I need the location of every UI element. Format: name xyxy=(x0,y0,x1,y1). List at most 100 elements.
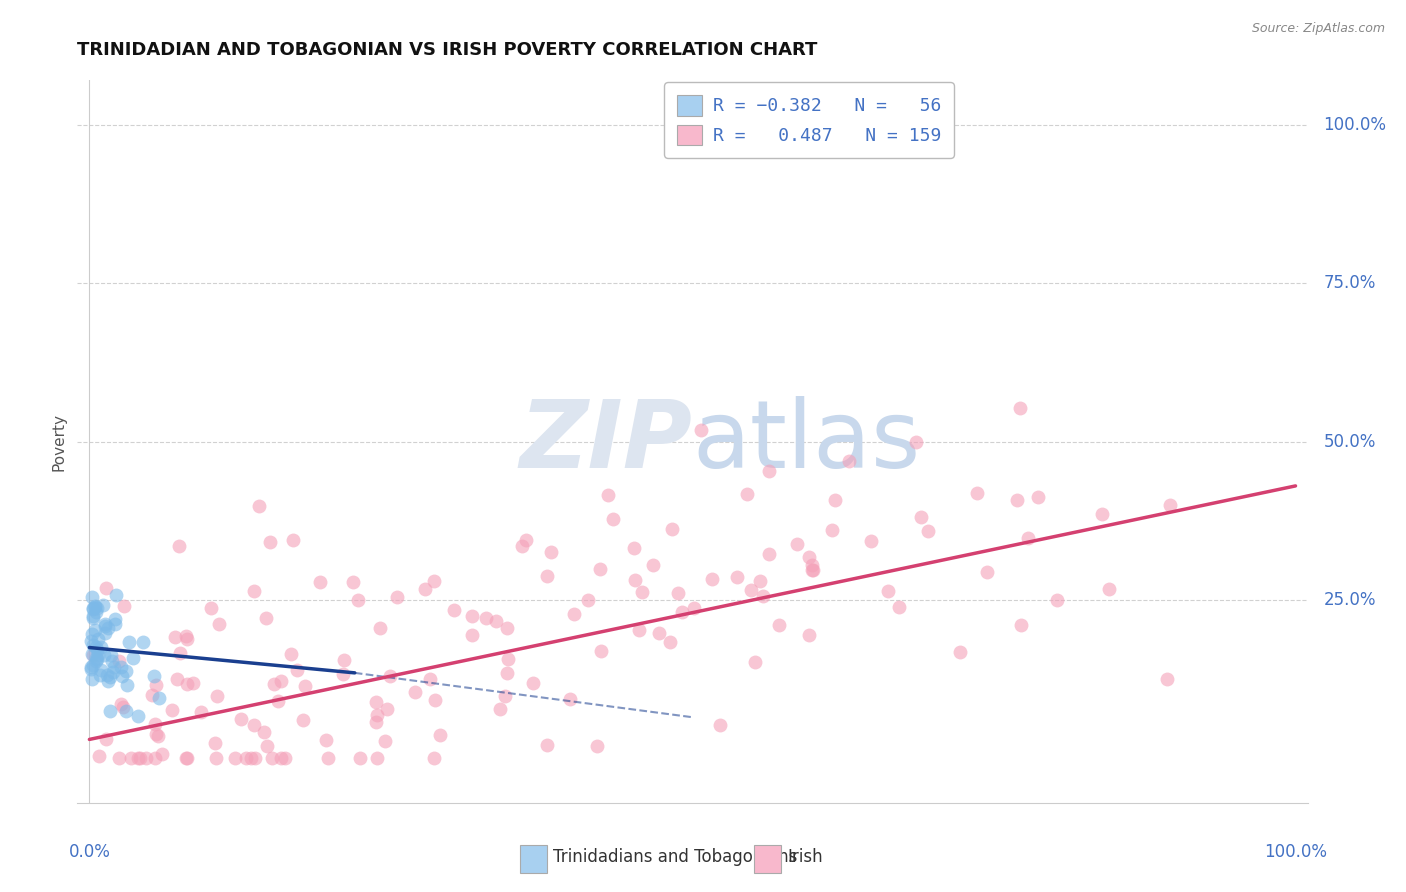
Point xyxy=(801,558,824,572)
Point xyxy=(208,616,231,631)
Point xyxy=(110,660,132,674)
Point xyxy=(1017,531,1039,545)
Point xyxy=(86,643,108,657)
Point xyxy=(145,727,167,741)
Point xyxy=(117,678,139,692)
Point xyxy=(101,654,124,668)
Point xyxy=(740,582,762,597)
Point xyxy=(596,488,619,502)
Text: Trinidadians and Tobagonians: Trinidadians and Tobagonians xyxy=(554,848,797,866)
Point xyxy=(105,588,128,602)
Point xyxy=(205,751,228,765)
Point xyxy=(510,539,533,553)
Point xyxy=(413,582,436,597)
Text: atlas: atlas xyxy=(693,395,921,488)
Point xyxy=(315,733,337,747)
Point xyxy=(429,728,451,742)
Point xyxy=(87,648,110,662)
Point xyxy=(86,651,108,665)
Point xyxy=(145,678,167,692)
Point xyxy=(145,717,167,731)
Point xyxy=(97,674,120,689)
Point xyxy=(108,654,131,668)
Point xyxy=(259,535,281,549)
Point xyxy=(90,663,112,677)
Point xyxy=(94,619,117,633)
Text: 75.0%: 75.0% xyxy=(1323,274,1376,292)
Point xyxy=(243,718,266,732)
Point xyxy=(905,434,928,449)
Point xyxy=(485,615,508,629)
Point xyxy=(207,689,229,703)
Point xyxy=(1010,401,1032,416)
Point xyxy=(494,689,516,703)
Point xyxy=(166,673,188,687)
Point xyxy=(586,739,609,754)
Point xyxy=(364,695,387,709)
Point xyxy=(96,731,118,746)
Point xyxy=(83,599,105,614)
Point xyxy=(84,650,107,665)
Point xyxy=(419,672,441,686)
Point xyxy=(347,593,370,607)
Point xyxy=(267,694,290,708)
Point xyxy=(910,510,932,524)
Point xyxy=(1046,593,1069,607)
Point xyxy=(589,644,612,658)
Point xyxy=(110,668,132,682)
Point xyxy=(658,634,681,648)
Point xyxy=(148,691,170,706)
Point xyxy=(94,616,117,631)
Point xyxy=(375,702,398,716)
Point xyxy=(1028,491,1050,505)
Point xyxy=(294,679,316,693)
Point xyxy=(260,751,283,765)
Point xyxy=(283,533,305,547)
Point xyxy=(623,541,645,556)
Point xyxy=(349,751,371,765)
Point xyxy=(256,739,278,754)
FancyBboxPatch shape xyxy=(754,846,782,873)
Point xyxy=(200,601,222,615)
Legend: R = −0.382   N =   56, R =   0.487   N = 159: R = −0.382 N = 56, R = 0.487 N = 159 xyxy=(664,82,955,158)
Point xyxy=(1159,498,1181,512)
Point xyxy=(243,751,266,765)
Point xyxy=(423,574,446,589)
Text: 25.0%: 25.0% xyxy=(1323,591,1376,609)
Text: 100.0%: 100.0% xyxy=(1264,843,1327,861)
Point xyxy=(252,724,274,739)
Point xyxy=(366,708,388,723)
Point xyxy=(423,751,446,765)
Point xyxy=(84,640,107,655)
Point xyxy=(97,621,120,635)
Point xyxy=(366,751,388,765)
Point xyxy=(1091,507,1114,521)
Point xyxy=(797,628,820,642)
Point xyxy=(602,512,624,526)
Point xyxy=(671,605,693,619)
Point xyxy=(309,574,332,589)
Point xyxy=(387,590,409,604)
Point xyxy=(240,751,263,765)
Point xyxy=(515,533,537,547)
Point xyxy=(174,629,197,643)
Point xyxy=(84,606,107,620)
Point xyxy=(623,573,645,587)
Point xyxy=(380,669,402,683)
Point xyxy=(86,600,108,615)
Point xyxy=(83,623,105,637)
Point xyxy=(404,685,426,699)
Point xyxy=(103,660,125,674)
Point xyxy=(628,623,651,637)
Point xyxy=(689,423,711,437)
Point xyxy=(112,700,135,714)
Point xyxy=(127,709,149,723)
Point xyxy=(540,545,562,559)
Point xyxy=(751,589,773,603)
Point xyxy=(79,660,101,674)
Text: 0.0%: 0.0% xyxy=(69,843,110,861)
Point xyxy=(285,663,308,677)
Point xyxy=(80,663,103,677)
Point xyxy=(1005,493,1028,508)
Point xyxy=(80,634,103,648)
